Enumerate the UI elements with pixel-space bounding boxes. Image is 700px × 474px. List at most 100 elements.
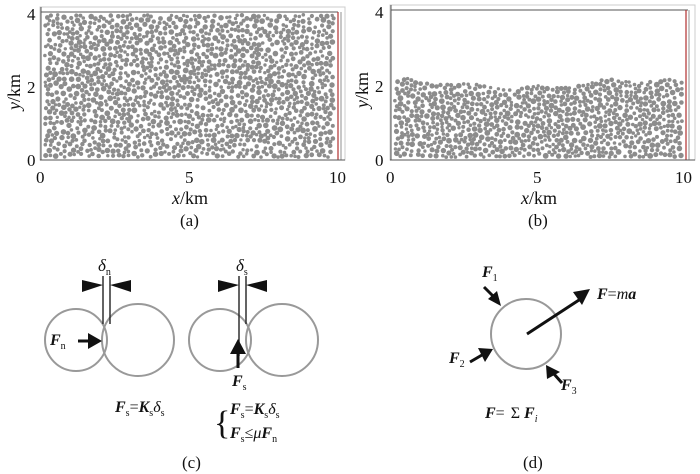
particle — [494, 131, 500, 137]
particle — [611, 82, 617, 88]
particle — [64, 38, 69, 43]
particle — [148, 37, 154, 43]
particle — [395, 136, 401, 141]
particle — [206, 14, 211, 19]
particle — [427, 108, 432, 113]
particle — [262, 29, 268, 35]
particle — [439, 118, 443, 123]
particle — [424, 113, 430, 119]
particle — [294, 95, 300, 100]
particle — [314, 43, 320, 49]
particle — [579, 150, 584, 156]
particle — [161, 69, 167, 75]
particle — [542, 114, 546, 119]
particle — [524, 101, 528, 105]
particle — [488, 115, 494, 120]
particle — [453, 155, 458, 159]
particle — [163, 45, 167, 49]
particle — [177, 74, 181, 79]
particle — [645, 138, 652, 144]
particle — [104, 29, 111, 35]
particle — [174, 127, 178, 132]
particle — [61, 14, 67, 20]
particle — [156, 61, 161, 65]
particle — [110, 71, 116, 77]
particle — [620, 119, 625, 123]
particle — [195, 33, 200, 37]
particle — [264, 117, 270, 123]
particle — [107, 46, 113, 51]
particle — [323, 109, 328, 115]
particle — [592, 114, 597, 119]
particle — [627, 114, 634, 120]
particle — [134, 95, 139, 100]
particle — [244, 49, 250, 54]
particle — [604, 78, 610, 85]
particle — [561, 90, 567, 95]
particle — [245, 148, 250, 153]
particle — [646, 111, 652, 116]
particle — [400, 88, 405, 93]
particle — [156, 110, 161, 115]
particle — [67, 107, 72, 112]
particle — [544, 126, 549, 131]
particle — [197, 55, 202, 60]
particle — [416, 126, 421, 132]
particle — [179, 105, 184, 110]
particle — [264, 152, 269, 157]
particle — [589, 84, 595, 90]
particle — [278, 30, 284, 35]
particle — [330, 136, 336, 141]
particle — [226, 128, 232, 134]
particle — [79, 88, 85, 93]
particle — [572, 100, 577, 105]
particle — [635, 99, 641, 105]
particle — [191, 30, 196, 35]
particle — [543, 138, 547, 142]
particle — [254, 133, 259, 137]
particle — [192, 68, 197, 73]
particle — [62, 143, 67, 149]
particle — [240, 133, 245, 138]
particle — [138, 95, 143, 100]
particle — [74, 144, 79, 149]
particle — [461, 124, 466, 129]
particle — [519, 110, 524, 115]
particle — [566, 149, 571, 155]
particle — [234, 20, 238, 25]
particle — [666, 103, 672, 110]
particle — [465, 142, 471, 147]
particle — [307, 65, 312, 71]
particle — [258, 76, 263, 80]
particle — [301, 28, 307, 34]
particle — [449, 155, 454, 159]
panel-a: 4 2 0 0 5 10 x/km y/km (a) — [4, 5, 346, 230]
particle — [185, 58, 191, 65]
particle — [508, 145, 514, 151]
particle — [429, 147, 435, 153]
particle — [175, 56, 180, 60]
particle — [425, 131, 431, 137]
particle — [78, 22, 83, 27]
particle — [508, 139, 513, 145]
particle — [111, 77, 116, 82]
particle — [212, 52, 219, 59]
particle — [123, 91, 128, 96]
particle — [648, 123, 653, 128]
particle — [543, 105, 550, 111]
particle — [276, 87, 281, 92]
particle — [234, 132, 240, 139]
particle — [404, 117, 411, 124]
particle — [47, 27, 51, 32]
particle — [113, 142, 119, 148]
particle — [443, 90, 449, 95]
particle — [394, 86, 399, 92]
particle — [625, 117, 629, 122]
particle — [265, 135, 271, 141]
particle — [129, 17, 135, 22]
particle — [43, 23, 48, 28]
particle — [284, 89, 291, 96]
particle — [322, 78, 327, 82]
particle — [462, 120, 467, 125]
particle — [453, 137, 459, 143]
